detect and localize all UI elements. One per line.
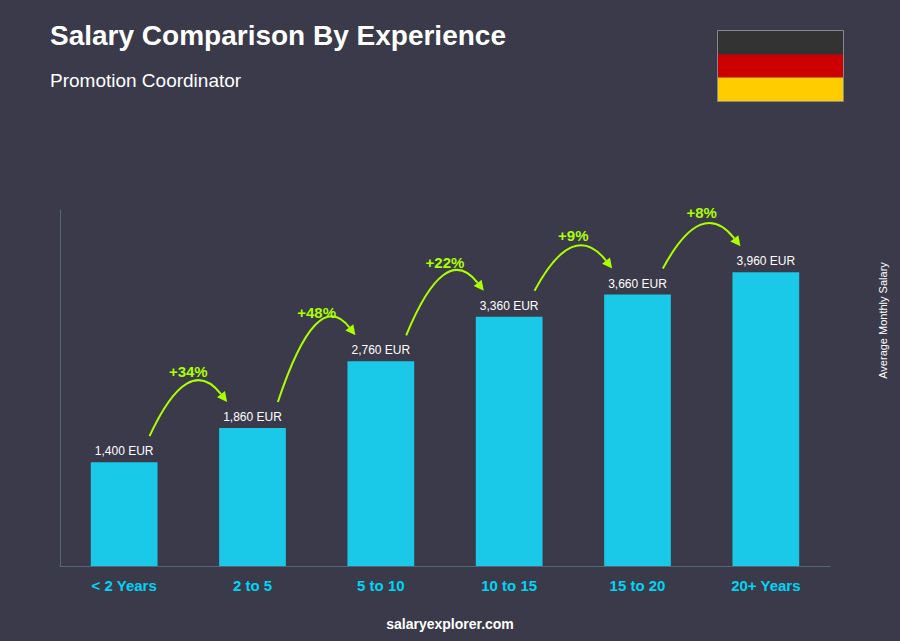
svg-text:+48%: +48% [297,304,336,321]
svg-text:+22%: +22% [426,254,465,271]
svg-text:15 to 20: 15 to 20 [610,577,666,594]
svg-text:salaryexplorer.com: salaryexplorer.com [386,616,514,632]
svg-text:2 to 5: 2 to 5 [233,577,272,594]
svg-text:3,360 EUR: 3,360 EUR [480,299,539,313]
svg-text:1,860 EUR: 1,860 EUR [223,410,282,424]
svg-text:5 to 10: 5 to 10 [357,577,405,594]
svg-text:< 2 Years: < 2 Years [92,577,157,594]
svg-text:2,760 EUR: 2,760 EUR [351,343,410,357]
svg-text:+9%: +9% [558,227,588,244]
svg-text:Promotion Coordinator: Promotion Coordinator [50,70,242,91]
svg-text:Salary Comparison By Experienc: Salary Comparison By Experience [50,20,506,51]
svg-text:1,400 EUR: 1,400 EUR [95,444,154,458]
svg-text:10 to 15: 10 to 15 [481,577,537,594]
svg-text:+34%: +34% [169,363,208,380]
svg-text:20+ Years: 20+ Years [731,577,800,594]
svg-text:+8%: +8% [686,204,716,221]
svg-text:3,660 EUR: 3,660 EUR [608,277,667,291]
svg-text:Average Monthly Salary: Average Monthly Salary [877,262,889,379]
svg-text:3,960 EUR: 3,960 EUR [736,254,795,268]
